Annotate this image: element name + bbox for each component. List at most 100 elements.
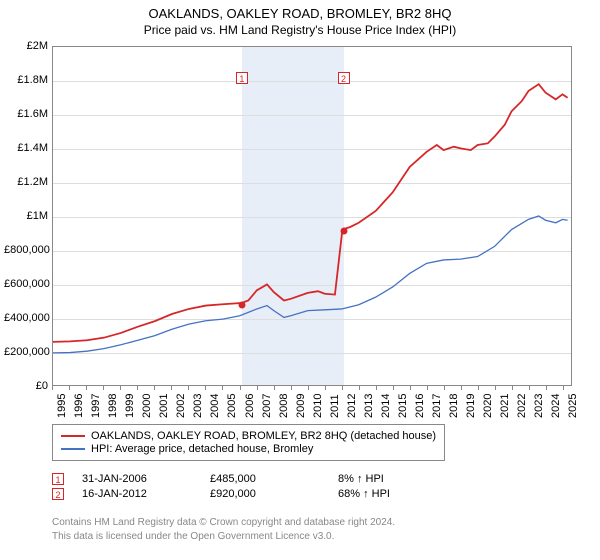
- annotation-row: 1 31-JAN-2006 £485,000 8% ↑ HPI: [52, 473, 466, 485]
- x-axis-label: 1997: [90, 394, 102, 418]
- annotation-marker: 2: [52, 488, 64, 500]
- x-tick: [154, 386, 155, 390]
- y-axis-label: £0: [4, 380, 48, 392]
- legend-swatch-hpi: [61, 448, 85, 450]
- sale-annotations: 1 31-JAN-2006 £485,000 8% ↑ HPI 2 16-JAN…: [52, 470, 466, 503]
- y-axis-label: £1.6M: [4, 108, 48, 120]
- x-tick: [325, 386, 326, 390]
- x-tick: [376, 386, 377, 390]
- x-tick: [103, 386, 104, 390]
- x-tick: [308, 386, 309, 390]
- plot-area: 12: [52, 46, 572, 386]
- x-axis-label: 1996: [73, 394, 85, 418]
- x-tick: [137, 386, 138, 390]
- x-axis-label: 2021: [499, 394, 511, 418]
- x-tick: [171, 386, 172, 390]
- annotation-row: 2 16-JAN-2012 £920,000 68% ↑ HPI: [52, 488, 466, 500]
- x-tick: [546, 386, 547, 390]
- x-axis-label: 2012: [346, 394, 358, 418]
- annotation-date: 16-JAN-2012: [82, 488, 210, 500]
- sale-point-marker: 2: [338, 72, 350, 84]
- series-line-property: [53, 84, 568, 342]
- x-axis-label: 1998: [107, 394, 119, 418]
- y-axis-label: £1.2M: [4, 176, 48, 188]
- x-axis-label: 1999: [124, 394, 136, 418]
- x-axis-label: 2024: [550, 394, 562, 418]
- x-tick: [393, 386, 394, 390]
- footer-attribution: Contains HM Land Registry data © Crown c…: [52, 516, 395, 543]
- y-axis-label: £800,000: [4, 244, 48, 256]
- x-axis-label: 2008: [278, 394, 290, 418]
- x-axis-label: 2025: [567, 394, 579, 418]
- x-axis-label: 2011: [329, 394, 341, 418]
- x-tick: [359, 386, 360, 390]
- sale-point-dot: [238, 301, 245, 308]
- x-axis-label: 2002: [175, 394, 187, 418]
- x-tick: [240, 386, 241, 390]
- annotation-marker: 1: [52, 473, 64, 485]
- x-axis-label: 2023: [533, 394, 545, 418]
- x-tick: [342, 386, 343, 390]
- x-axis-label: 1995: [56, 394, 68, 418]
- y-axis-label: £1.8M: [4, 74, 48, 86]
- x-tick: [495, 386, 496, 390]
- x-tick: [461, 386, 462, 390]
- x-axis-label: 2015: [397, 394, 409, 418]
- x-axis-label: 2003: [192, 394, 204, 418]
- x-axis-label: 2007: [261, 394, 273, 418]
- legend-item-hpi: HPI: Average price, detached house, Brom…: [61, 443, 436, 455]
- x-axis-label: 2018: [448, 394, 460, 418]
- x-tick: [427, 386, 428, 390]
- sale-point-dot: [340, 227, 347, 234]
- y-axis-label: £600,000: [4, 278, 48, 290]
- x-tick: [444, 386, 445, 390]
- x-axis-label: 2009: [295, 394, 307, 418]
- x-axis-label: 2016: [414, 394, 426, 418]
- sale-point-marker: 1: [236, 72, 248, 84]
- footer-line: This data is licensed under the Open Gov…: [52, 530, 395, 544]
- y-axis-label: £1.4M: [4, 142, 48, 154]
- y-axis-label: £400,000: [4, 312, 48, 324]
- x-tick: [205, 386, 206, 390]
- annotation-delta: 8% ↑ HPI: [338, 473, 466, 485]
- x-tick: [69, 386, 70, 390]
- legend: OAKLANDS, OAKLEY ROAD, BROMLEY, BR2 8HQ …: [52, 424, 445, 461]
- legend-label-hpi: HPI: Average price, detached house, Brom…: [91, 443, 313, 455]
- chart-container: OAKLANDS, OAKLEY ROAD, BROMLEY, BR2 8HQ …: [0, 0, 600, 560]
- annotation-delta: 68% ↑ HPI: [338, 488, 466, 500]
- y-axis-label: £1M: [4, 210, 48, 222]
- x-axis-label: 2001: [158, 394, 170, 418]
- x-tick: [410, 386, 411, 390]
- x-axis-label: 2020: [482, 394, 494, 418]
- footer-line: Contains HM Land Registry data © Crown c…: [52, 516, 395, 530]
- x-axis-label: 2010: [312, 394, 324, 418]
- x-tick: [274, 386, 275, 390]
- x-axis-label: 2017: [431, 394, 443, 418]
- x-tick: [222, 386, 223, 390]
- legend-swatch-property: [61, 435, 85, 437]
- chart-lines: [53, 47, 571, 385]
- chart-subtitle: Price paid vs. HM Land Registry's House …: [0, 21, 600, 41]
- x-tick: [478, 386, 479, 390]
- x-tick: [563, 386, 564, 390]
- x-axis-label: 2013: [363, 394, 375, 418]
- x-axis-label: 2019: [465, 394, 477, 418]
- x-tick: [86, 386, 87, 390]
- y-axis-label: £2M: [4, 40, 48, 52]
- x-axis-label: 2014: [380, 394, 392, 418]
- chart-title: OAKLANDS, OAKLEY ROAD, BROMLEY, BR2 8HQ: [0, 0, 600, 21]
- x-tick: [291, 386, 292, 390]
- series-line-hpi: [53, 216, 568, 353]
- legend-item-property: OAKLANDS, OAKLEY ROAD, BROMLEY, BR2 8HQ …: [61, 430, 436, 442]
- x-tick: [529, 386, 530, 390]
- legend-label-property: OAKLANDS, OAKLEY ROAD, BROMLEY, BR2 8HQ …: [91, 430, 436, 442]
- annotation-date: 31-JAN-2006: [82, 473, 210, 485]
- y-axis-label: £200,000: [4, 346, 48, 358]
- x-axis-label: 2000: [141, 394, 153, 418]
- x-tick: [188, 386, 189, 390]
- x-tick: [257, 386, 258, 390]
- x-axis-label: 2006: [244, 394, 256, 418]
- annotation-price: £920,000: [210, 488, 338, 500]
- x-axis-label: 2005: [226, 394, 238, 418]
- x-tick: [52, 386, 53, 390]
